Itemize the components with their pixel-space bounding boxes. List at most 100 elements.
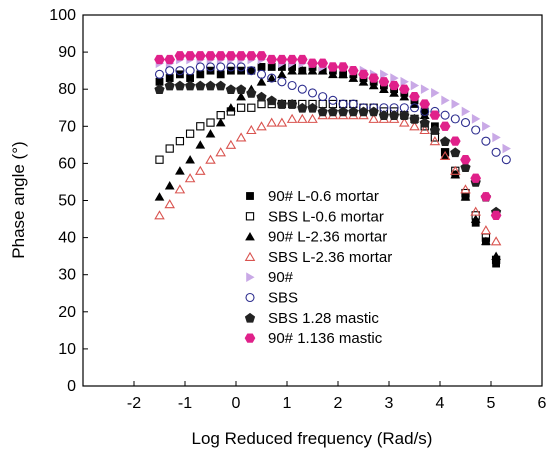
y-tick-label: 80 <box>58 81 76 98</box>
data-point <box>226 62 236 72</box>
data-point <box>400 76 409 87</box>
data-point <box>154 69 165 79</box>
data-point <box>379 84 389 93</box>
data-point <box>174 184 186 194</box>
data-point <box>164 199 175 209</box>
legend-item-sbs-l-2-36-mortar: SBS L-2.36 mortar <box>244 249 392 266</box>
data-point <box>368 106 379 117</box>
data-point <box>164 181 175 190</box>
data-point <box>307 88 318 98</box>
x-tick-label: 5 <box>487 395 496 412</box>
legend-label: 90# <box>268 269 294 286</box>
data-point <box>184 51 196 61</box>
data-point <box>409 103 420 113</box>
data-point <box>266 54 278 65</box>
data-point <box>481 236 491 246</box>
data-point <box>175 136 185 146</box>
data-point <box>287 66 297 75</box>
y-tick-label: 70 <box>58 118 76 135</box>
legend-marker <box>244 312 256 323</box>
legend-marker <box>246 192 254 200</box>
data-point <box>409 121 420 131</box>
data-point <box>246 124 257 135</box>
legend: 90# L-0.6 mortar SBS L-0.6 mortar 90# L-2.… <box>244 188 392 347</box>
data-point <box>482 121 491 132</box>
data-point <box>257 63 266 71</box>
data-point <box>276 117 288 127</box>
legend-item-90: 90# <box>246 269 294 286</box>
legend-label: 90# L-2.36 mortar <box>268 229 387 246</box>
data-point <box>378 110 390 121</box>
data-point <box>236 92 246 101</box>
data-point <box>186 74 194 82</box>
data-point <box>307 113 318 123</box>
data-point <box>195 140 206 149</box>
data-point <box>439 121 451 131</box>
data-point <box>327 106 339 117</box>
data-point <box>205 129 216 138</box>
legend-label: SBS <box>268 290 298 307</box>
data-point <box>235 84 247 95</box>
data-point <box>215 147 226 157</box>
y-tick-label: 0 <box>67 378 76 395</box>
data-point <box>165 144 174 153</box>
data-point <box>490 236 502 246</box>
data-point <box>481 136 491 146</box>
data-point <box>410 80 420 91</box>
data-point <box>409 91 420 102</box>
data-point <box>245 51 257 61</box>
data-point <box>307 58 318 68</box>
data-point <box>348 106 359 117</box>
data-point <box>338 69 348 79</box>
data-point <box>286 113 298 123</box>
y-axis-title: Phase angle (°) <box>9 141 28 258</box>
legend-marker <box>244 333 256 343</box>
data-point <box>431 88 440 98</box>
data-point <box>388 110 400 121</box>
data-point <box>429 125 441 135</box>
data-point <box>380 69 389 80</box>
y-tick-label: 30 <box>58 267 76 284</box>
legend-label: SBS L-0.6 mortar <box>268 208 384 225</box>
data-point <box>318 92 328 102</box>
data-point <box>419 124 430 135</box>
data-point <box>256 121 267 131</box>
data-point <box>491 147 501 157</box>
data-point <box>256 69 267 79</box>
data-point <box>196 70 205 79</box>
data-point <box>215 117 226 127</box>
data-point <box>390 73 399 83</box>
legend-marker <box>244 251 256 261</box>
data-point <box>471 125 481 135</box>
legend-item-90-1-136-mastic: 90# 1.136 mastic <box>244 330 383 347</box>
data-point <box>185 155 195 164</box>
y-tick-label: 50 <box>58 193 76 210</box>
data-point <box>491 251 501 260</box>
data-point <box>185 129 195 138</box>
data-point <box>317 58 329 68</box>
data-point <box>399 110 410 121</box>
data-point <box>216 70 225 79</box>
legend-marker <box>245 212 255 221</box>
data-point <box>225 51 237 61</box>
data-point <box>286 99 298 109</box>
legend-label: SBS L-2.36 mortar <box>268 249 392 266</box>
data-point <box>247 103 256 112</box>
data-point <box>296 54 308 65</box>
data-point <box>450 147 461 158</box>
data-point <box>368 80 379 90</box>
data-point <box>277 77 287 87</box>
data-point <box>196 122 205 131</box>
legend-item-sbs-1-28-mastic: SBS 1.28 mastic <box>244 310 379 327</box>
data-point <box>184 80 196 91</box>
data-point <box>368 73 380 83</box>
data-point <box>399 92 410 101</box>
data-point <box>337 62 349 72</box>
legend-item-sbs-l-0-6-mortar: SBS L-0.6 mortar <box>245 208 384 225</box>
data-point <box>216 62 226 72</box>
data-point <box>297 84 307 94</box>
data-point <box>480 225 492 235</box>
data-point <box>266 117 277 127</box>
data-point <box>502 143 511 154</box>
x-tick-label: 6 <box>538 395 547 412</box>
